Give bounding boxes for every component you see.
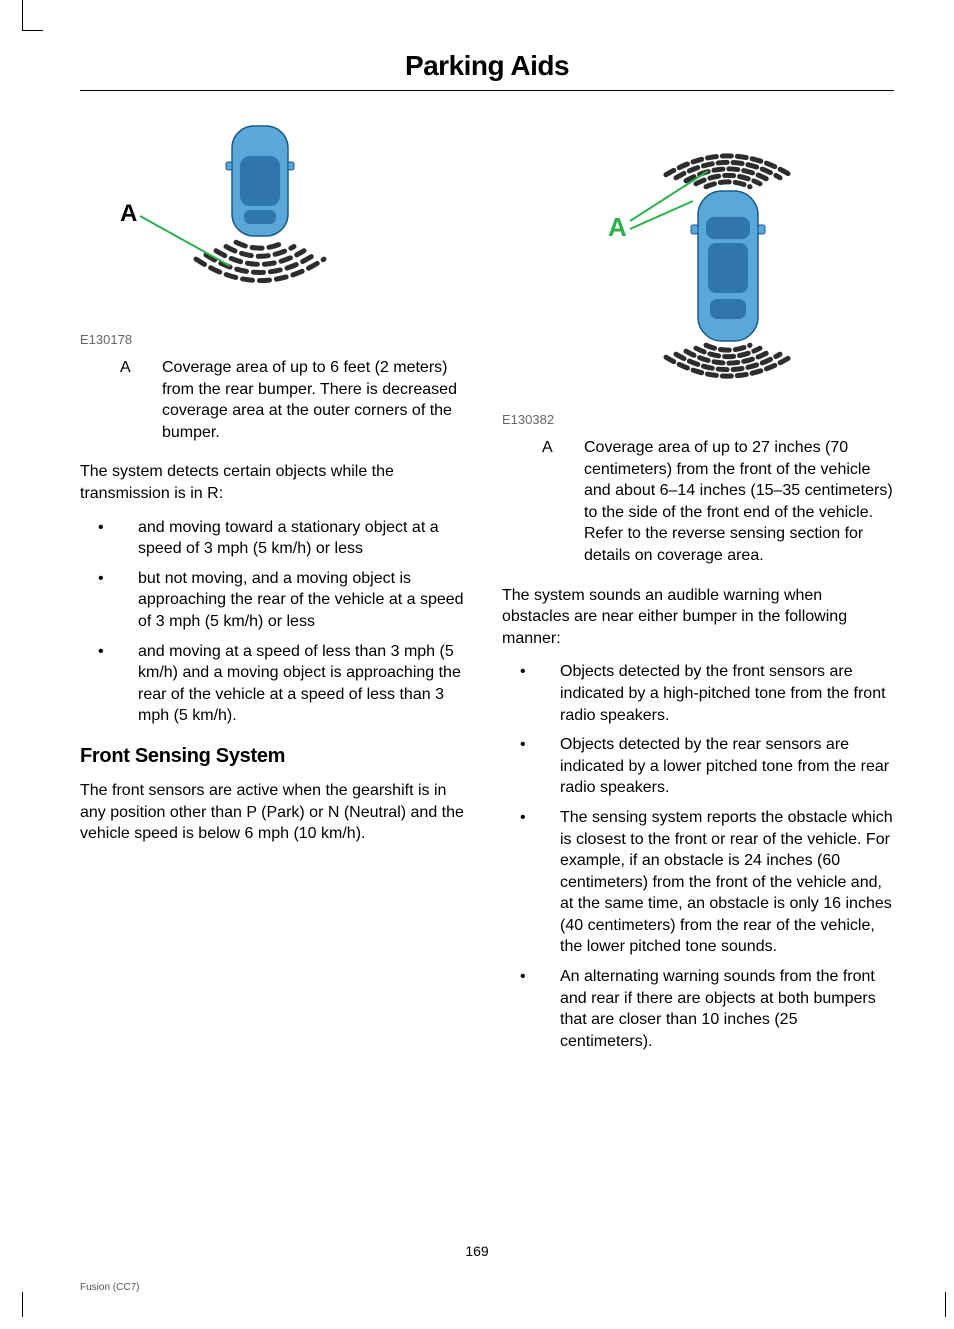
bullet-text: and moving at a speed of less than 3 mph…	[138, 641, 472, 727]
page-number: 169	[0, 1243, 954, 1259]
bullet-list: •Objects detected by the front sensors a…	[502, 661, 894, 1052]
legend-item: A Coverage area of up to 27 inches (70 c…	[542, 437, 894, 567]
legend-text: Coverage area of up to 6 feet (2 meters)…	[162, 357, 472, 443]
list-item: •and moving toward a stationary object a…	[80, 517, 472, 560]
rear-sensor-diagram: A	[100, 121, 360, 321]
paragraph: The system detects certain objects while…	[80, 461, 472, 504]
bullet-text: Objects detected by the front sensors ar…	[560, 661, 894, 726]
paragraph: The front sensors are active when the ge…	[80, 780, 472, 845]
bullet-text: The sensing system reports the obstacle …	[560, 807, 894, 958]
list-item: •Objects detected by the rear sensors ar…	[502, 734, 894, 799]
left-column: A E130178 A Coverage area of up to 6 fee…	[80, 121, 472, 1070]
page-title: Parking Aids	[80, 50, 894, 82]
front-sensor-diagram: A	[558, 121, 838, 401]
bullet-text: and moving toward a stationary object at…	[138, 517, 472, 560]
bullet-dot: •	[502, 966, 560, 1052]
list-item: •An alternating warning sounds from the …	[502, 966, 894, 1052]
figure-front-sensor: A	[502, 121, 894, 406]
list-item: •and moving at a speed of less than 3 mp…	[80, 641, 472, 727]
bullet-dot: •	[80, 568, 138, 633]
figure-caption: E130382	[502, 412, 894, 427]
bullet-text: Objects detected by the rear sensors are…	[560, 734, 894, 799]
legend-key: A	[542, 437, 584, 567]
right-column: A E130382 A Coverage area of up to 27 in…	[502, 121, 894, 1070]
bullet-dot: •	[502, 734, 560, 799]
legend-key: A	[120, 357, 162, 443]
list-item: •Objects detected by the front sensors a…	[502, 661, 894, 726]
bullet-list: •and moving toward a stationary object a…	[80, 517, 472, 727]
legend-text: Coverage area of up to 27 inches (70 cen…	[584, 437, 894, 567]
bullet-dot: •	[502, 661, 560, 726]
bullet-dot: •	[80, 641, 138, 727]
page-body: Parking Aids A E130178 A Coverage area o…	[0, 0, 954, 1329]
figure-rear-sensor: A	[100, 121, 472, 326]
two-column-layout: A E130178 A Coverage area of up to 6 fee…	[80, 121, 894, 1070]
svg-text:A: A	[120, 200, 137, 227]
bullet-dot: •	[502, 807, 560, 958]
list-item: •The sensing system reports the obstacle…	[502, 807, 894, 958]
section-heading: Front Sensing System	[80, 745, 472, 768]
bullet-text: An alternating warning sounds from the f…	[560, 966, 894, 1052]
svg-text:A: A	[608, 212, 627, 242]
bullet-dot: •	[80, 517, 138, 560]
bullet-text: but not moving, and a moving object is a…	[138, 568, 472, 633]
paragraph: The system sounds an audible warning whe…	[502, 585, 894, 650]
title-rule	[80, 90, 894, 91]
footer-text: Fusion (CC7)	[80, 1282, 139, 1293]
legend-item: A Coverage area of up to 6 feet (2 meter…	[120, 357, 472, 443]
figure-caption: E130178	[80, 332, 472, 347]
list-item: •but not moving, and a moving object is …	[80, 568, 472, 633]
